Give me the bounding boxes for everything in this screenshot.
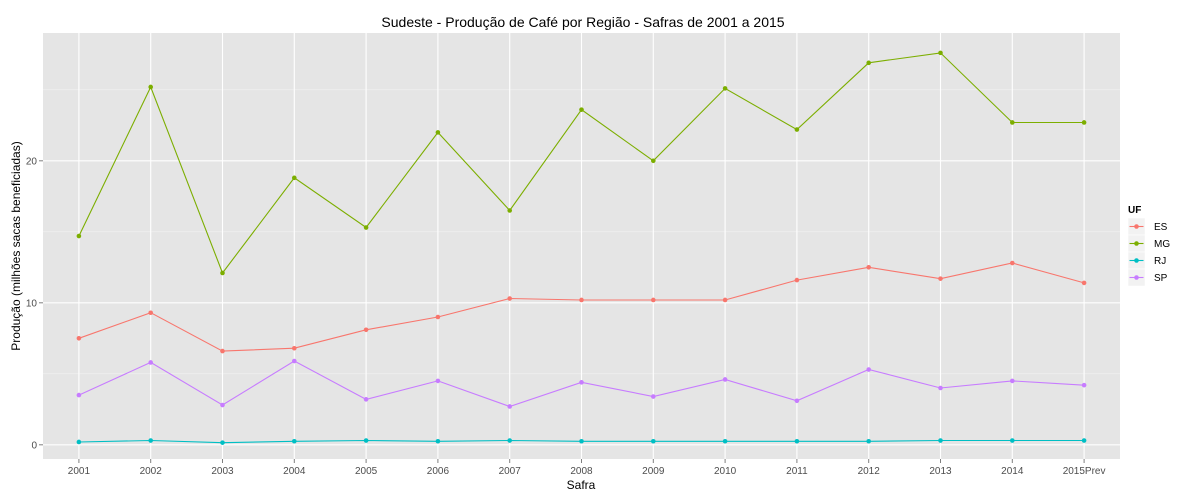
y-tick-label: 20: [26, 156, 38, 167]
x-tick-label: 2005: [355, 466, 378, 477]
data-point-rj: [1081, 438, 1087, 443]
data-point-mg: [507, 208, 512, 213]
data-point-mg: [579, 107, 584, 112]
x-tick-label: 2015Prev: [1063, 466, 1106, 477]
data-point-es: [651, 297, 656, 303]
x-tick-label: 2013: [929, 466, 952, 477]
data-point-sp: [1081, 382, 1087, 388]
data-point-sp: [220, 402, 225, 408]
x-axis-title: Safra: [567, 478, 596, 492]
data-point-rj: [866, 438, 871, 444]
data-point-mg: [76, 233, 82, 239]
data-point-rj: [507, 438, 512, 443]
x-tick-label: 2014: [1001, 466, 1024, 477]
data-point-sp: [435, 378, 441, 384]
data-point-sp: [292, 358, 297, 364]
legend-label-mg: MG: [1154, 239, 1170, 250]
data-point-mg: [220, 270, 225, 276]
data-point-es: [866, 265, 871, 270]
data-point-rj: [435, 438, 441, 444]
data-point-es: [220, 348, 225, 354]
data-point-sp: [651, 394, 656, 399]
data-point-es: [722, 297, 728, 303]
data-point-mg: [794, 127, 800, 132]
legend-point-sp: [1134, 275, 1139, 280]
data-point-sp: [507, 404, 512, 409]
data-point-rj: [292, 438, 297, 444]
data-point-mg: [148, 84, 153, 90]
data-point-es: [1010, 260, 1015, 266]
data-point-es: [363, 327, 369, 333]
x-tick-label: 2010: [714, 466, 737, 477]
data-point-mg: [866, 60, 871, 66]
x-tick-label: 2006: [427, 466, 450, 477]
x-tick-label: 2004: [283, 466, 306, 477]
data-point-rj: [148, 438, 153, 443]
data-point-es: [579, 297, 584, 303]
data-point-es: [938, 276, 943, 281]
data-point-es: [1081, 280, 1087, 286]
x-tick-label: 2007: [499, 466, 522, 477]
data-point-mg: [1081, 120, 1087, 125]
data-point-sp: [363, 397, 369, 402]
legend-label-sp: SP: [1154, 273, 1168, 284]
data-point-rj: [938, 438, 943, 443]
legend-title: UF: [1128, 205, 1141, 216]
data-point-es: [148, 310, 153, 316]
data-point-es: [76, 336, 82, 341]
x-tick-label: 2008: [570, 466, 593, 477]
data-point-rj: [794, 438, 800, 444]
data-point-rj: [1010, 438, 1015, 443]
data-point-sp: [148, 360, 153, 365]
data-point-mg: [435, 130, 441, 135]
x-tick-label: 2001: [68, 466, 91, 477]
data-point-rj: [363, 438, 369, 443]
legend-point-es: [1134, 224, 1139, 229]
data-point-rj: [220, 440, 225, 445]
data-point-sp: [76, 392, 82, 398]
legend-point-rj: [1134, 258, 1139, 263]
data-point-mg: [938, 50, 943, 56]
data-point-es: [507, 296, 512, 301]
y-tick-label: 10: [26, 298, 38, 309]
data-point-es: [794, 277, 800, 283]
data-point-rj: [76, 439, 82, 445]
data-point-mg: [292, 175, 297, 181]
data-point-mg: [1010, 120, 1015, 125]
y-axis-title: Produção (milhões sacas beneficiadas): [9, 141, 23, 350]
data-point-es: [292, 345, 297, 351]
legend: UF ES MG RJ SP: [1127, 205, 1170, 287]
chart-title: Sudeste - Produção de Café por Região - …: [381, 14, 784, 30]
data-point-sp: [938, 385, 943, 391]
x-tick-label: 2002: [140, 466, 163, 477]
data-point-sp: [722, 377, 728, 382]
y-tick-label: 0: [31, 440, 37, 451]
data-point-sp: [866, 367, 871, 372]
x-tick-labels: 2001 2002 2003 2004 2005 2006 2007 2008 2009 2010…: [68, 459, 1106, 477]
data-point-rj: [722, 438, 728, 444]
data-point-sp: [579, 380, 584, 385]
legend-label-es: ES: [1154, 222, 1168, 233]
x-tick-label: 2011: [786, 466, 808, 477]
data-point-mg: [651, 158, 656, 164]
series-points: [76, 50, 1087, 445]
x-tick-label: 2003: [211, 466, 234, 477]
data-point-es: [435, 314, 441, 320]
data-point-mg: [722, 86, 728, 91]
data-point-mg: [363, 225, 369, 230]
data-point-rj: [579, 438, 584, 444]
data-point-rj: [651, 438, 656, 444]
x-tick-label: 2012: [858, 466, 881, 477]
data-point-sp: [1010, 378, 1015, 384]
legend-label-rj: RJ: [1154, 256, 1166, 267]
y-tick-labels: 0 10 20: [26, 156, 43, 451]
data-point-sp: [794, 398, 800, 404]
legend-point-mg: [1134, 241, 1139, 246]
x-tick-label: 2009: [642, 466, 665, 477]
